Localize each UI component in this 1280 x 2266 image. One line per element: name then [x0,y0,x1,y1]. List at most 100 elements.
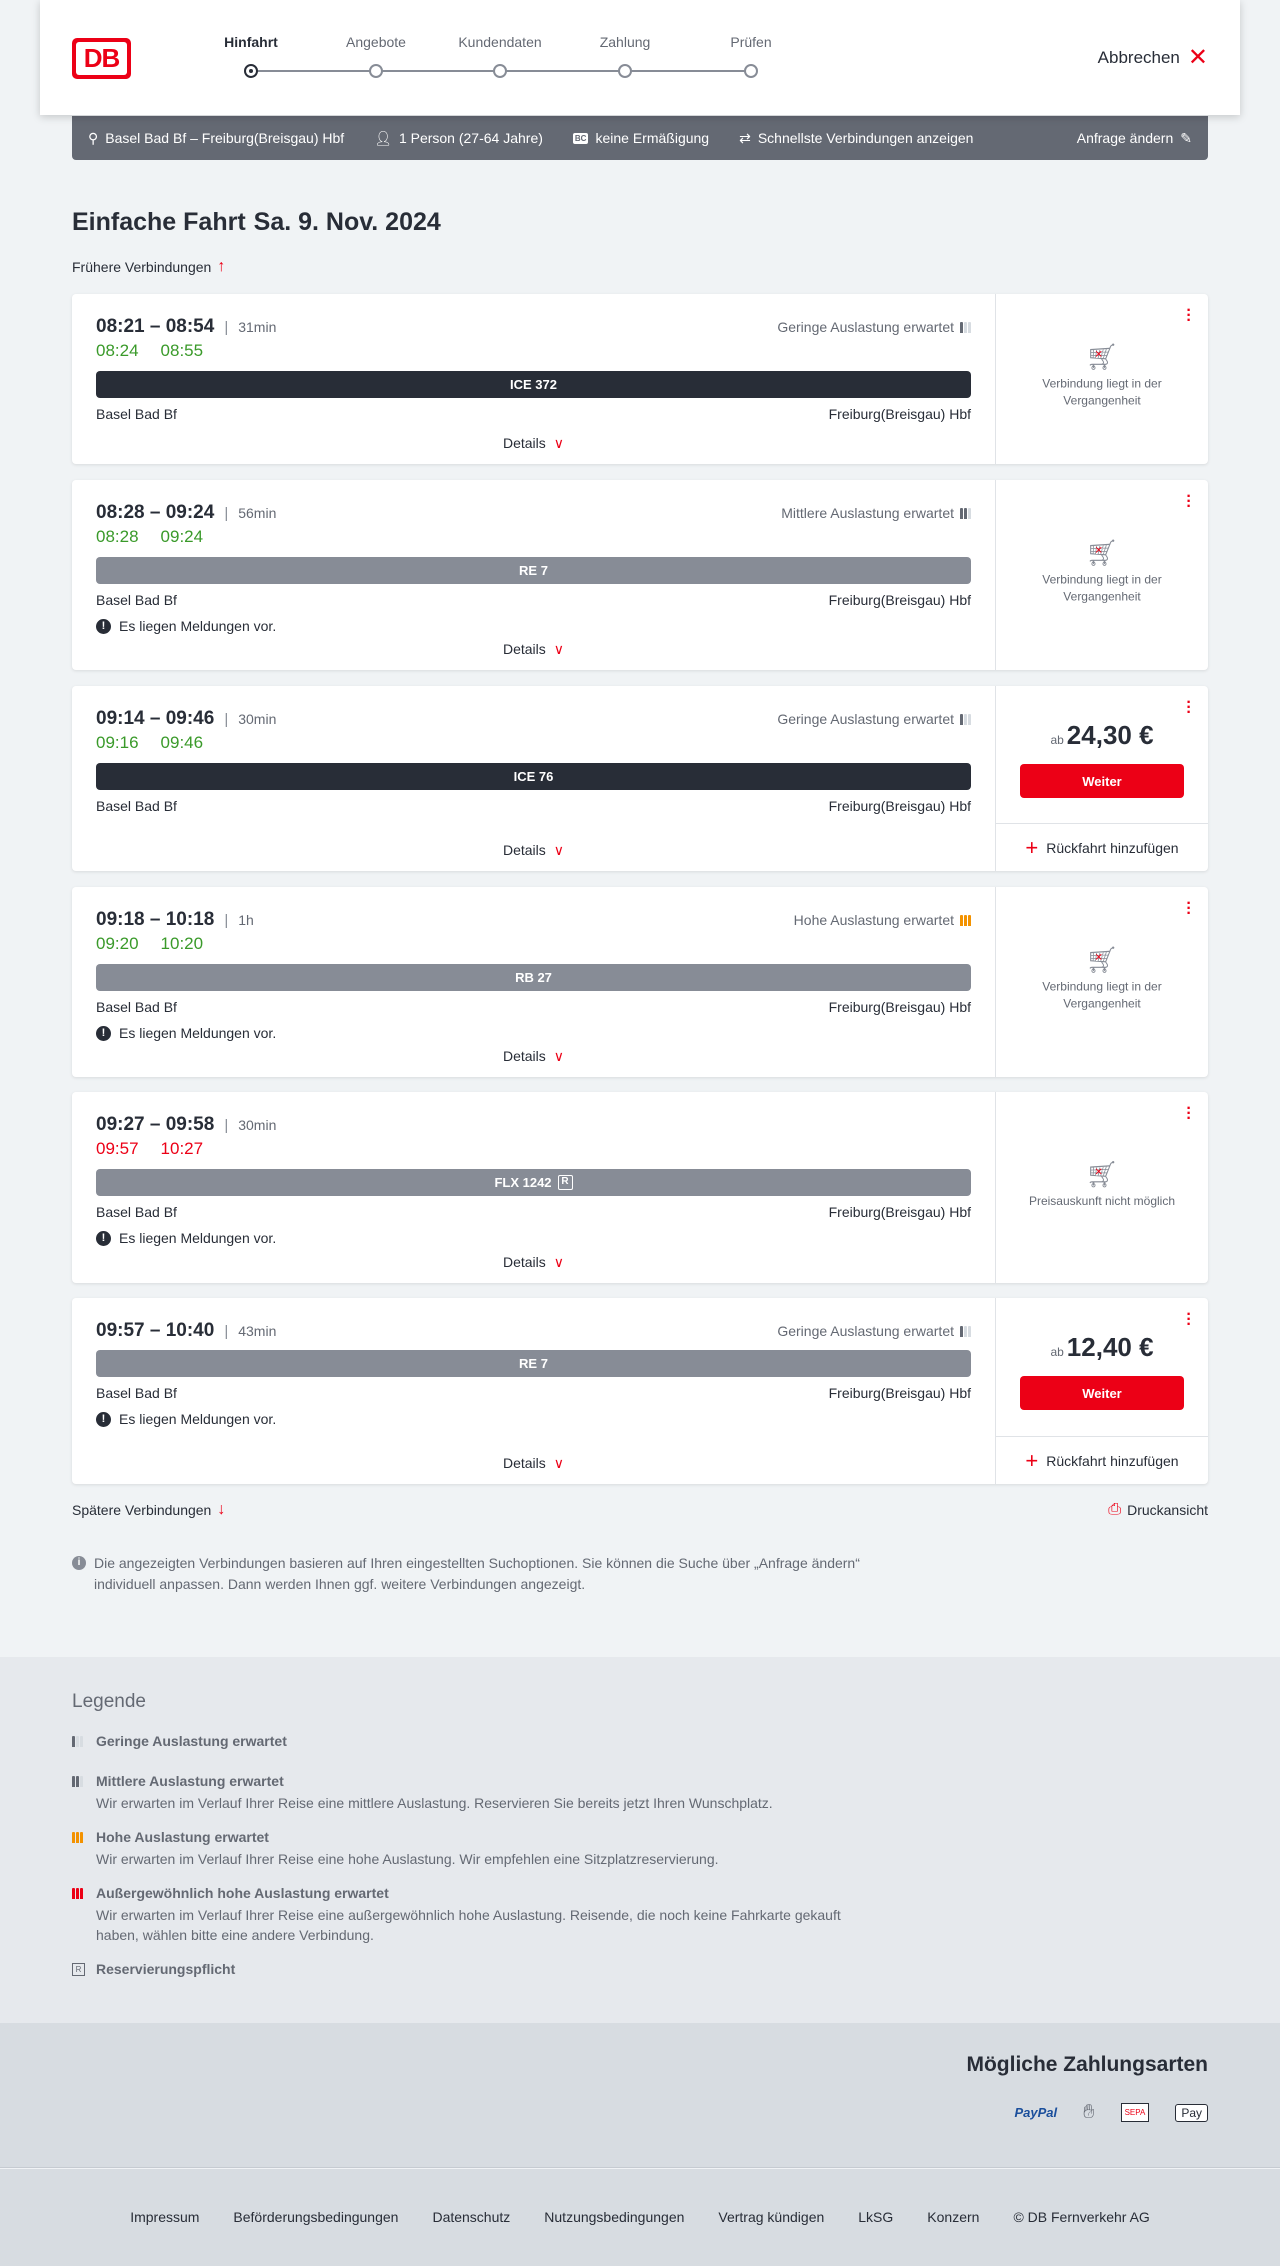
earlier-connections-link[interactable]: Frühere Verbindungen ↑ [72,258,226,275]
page-title: Einfache Fahrt Sa. 9. Nov. 2024 [72,208,441,236]
arrow-down-icon: ↓ [217,1501,226,1518]
paypal-icon: PayPal [1014,2105,1058,2120]
location-pin-icon: ⚲ [88,129,99,146]
warning-icon: ! [96,1230,111,1246]
price: ab 24,30 € [1050,720,1154,750]
footer-link[interactable]: Konzern [927,2208,980,2225]
warning-icon: ! [96,1411,111,1427]
passenger-info: 👤︎ 1 Person (27-64 Jahre) [374,129,543,147]
legend-item: Geringe Auslastung erwartet [72,1733,1208,1749]
footer: Impressum Beförderungsbedingungen Datensch… [0,2169,1280,2266]
person-icon: 👤︎ [374,129,392,146]
later-connections-link[interactable]: Spätere Verbindungen ↓ [72,1501,226,1518]
details-toggle[interactable]: Details ∨ [502,1455,565,1471]
warning-icon: ! [96,1025,111,1041]
details-toggle[interactable]: Details ∨ [502,1048,565,1064]
separator: | [224,911,229,929]
scheduled-times: 08:21 – 08:54 [96,316,215,337]
departure-station: Basel Bad Bf [96,999,177,1015]
duration: 1h [238,912,254,928]
print-view-link[interactable]: ⎙ Druckansicht [1108,1501,1208,1518]
details-toggle[interactable]: Details ∨ [502,842,565,858]
cart-unavailable-icon: 🛒︎ ✕ [1085,1158,1119,1189]
cart-unavailable-icon: 🛒︎ ✕ [1085,944,1119,975]
legend-item: Hohe Auslastung erwartet Wir erwarten im … [72,1829,1208,1869]
more-options-icon[interactable]: · · · [1186,895,1192,922]
departure-station: Basel Bad Bf [96,1204,177,1220]
occupancy-high-icon [72,1831,83,1843]
occupancy-low-icon [72,1735,83,1747]
arrival-station: Freiburg(Breisgau) Hbf [828,999,971,1015]
duration: 43min [238,1323,277,1339]
departure-station: Basel Bad Bf [96,592,177,608]
more-options-icon[interactable]: · · · [1186,1100,1192,1127]
route-info: ⚲ Basel Bad Bf – Freiburg(Breisgau) Hbf [88,129,345,147]
add-return-trip-button[interactable]: + Rückfahrt hinzufügen [996,823,1208,871]
train-bar[interactable]: RE 7 [96,557,971,584]
occupancy-info: Geringe Auslastung erwartet [777,319,971,335]
more-options-icon[interactable]: · · · [1186,302,1192,329]
cancel-button[interactable]: Abbrechen ✕ [1097,44,1208,71]
payment-methods-section: Mögliche Zahlungsarten PayPal ✋︎ SEPA Pa… [0,2023,1280,2168]
departure-station: Basel Bad Bf [96,798,177,814]
add-return-trip-button[interactable]: + Rückfahrt hinzufügen [996,1436,1208,1484]
separator: | [224,710,229,728]
more-options-icon[interactable]: · · · [1186,1306,1192,1333]
arrival-station: Freiburg(Breisgau) Hbf [828,1385,971,1401]
search-option-info: ⇄ Schnellste Verbindungen anzeigen [739,129,974,147]
step-prüfen: Prüfen [691,34,811,78]
footer-link[interactable]: LkSG [858,2208,894,2225]
step-kundendaten: Kundendaten [440,34,560,78]
train-bar[interactable]: RE 7 [96,1350,971,1377]
step-indicator-icon [618,64,632,78]
footer-link[interactable]: Vertrag kündigen [718,2208,825,2225]
more-options-icon[interactable]: · · · [1186,488,1192,515]
continue-button[interactable]: Weiter [1020,1376,1184,1410]
progress-steps: Hinfahrt Angebote Kundendaten Zahlung Prüfen [180,34,772,84]
details-toggle[interactable]: Details ∨ [502,1254,565,1270]
details-toggle[interactable]: Details ∨ [502,641,565,657]
footer-link[interactable]: Datenschutz [432,2208,511,2225]
edit-request-button[interactable]: Anfrage ändern ✎ [1076,129,1192,147]
footer-link[interactable]: Beförderungsbedingungen [233,2208,399,2225]
cart-unavailable-icon: 🛒︎ ✕ [1085,537,1119,568]
contactless-card-icon: ✋︎ [1083,2101,1095,2123]
info-note: i Die angezeigten Verbindungen basieren a… [72,1553,872,1595]
continue-button[interactable]: Weiter [1020,764,1184,798]
occupancy-info: Geringe Auslastung erwartet [777,711,971,727]
apple-pay-icon: Pay [1175,2103,1208,2122]
printer-icon: ⎙ [1108,1501,1122,1518]
train-bar[interactable]: ICE 372 [96,371,971,398]
message-notice: ! Es liegen Meldungen vor. [96,1025,971,1041]
info-icon: i [72,1556,86,1570]
arrow-up-icon: ↑ [217,258,226,275]
realtime-times: 09:57 10:27 [96,1139,204,1158]
step-indicator-icon [244,64,258,78]
more-options-icon[interactable]: · · · [1186,694,1192,721]
connection-card: 09:18 – 10:18 | 1h Hohe Auslastung erwartet… [72,887,1208,1077]
footer-link[interactable]: Impressum [130,2208,200,2225]
footer-link[interactable]: Nutzungsbedingungen [544,2208,685,2225]
details-toggle[interactable]: Details ∨ [502,435,565,451]
unavailable-notice: 🛒︎ ✕ Preisauskunft nicht möglich [1028,1158,1176,1208]
realtime-times: 08:28 09:24 [96,527,204,546]
train-bar[interactable]: RB 27 [96,964,971,991]
train-bar[interactable]: FLX 1242 R [96,1169,971,1196]
step-hinfahrt: Hinfahrt [191,34,311,78]
legend-title: Legende [72,1691,146,1712]
swap-arrows-icon: ⇄ [739,129,751,146]
db-logo[interactable]: DB [72,38,131,79]
connection-card: 09:27 – 09:58 | 30min 09:57 10:27 FLX 1242 R Ba… [72,1092,1208,1283]
scheduled-times: 09:27 – 09:58 [96,1114,215,1135]
train-bar[interactable]: ICE 76 [96,763,971,790]
footer-link[interactable]: © DB Fernverkehr AG [1013,2208,1150,2225]
realtime-times: 08:24 08:55 [96,341,204,360]
chevron-down-icon: ∨ [553,1455,565,1471]
message-notice: ! Es liegen Meldungen vor. [96,1230,971,1246]
scheduled-times: 08:28 – 09:24 [96,502,215,523]
separator: | [224,1116,229,1134]
legend-item: Außergewöhnlich hohe Auslastung erwartet… [72,1885,1208,1945]
departure-station: Basel Bad Bf [96,1385,177,1401]
separator: | [224,504,229,522]
close-icon: ✕ [1187,44,1208,71]
